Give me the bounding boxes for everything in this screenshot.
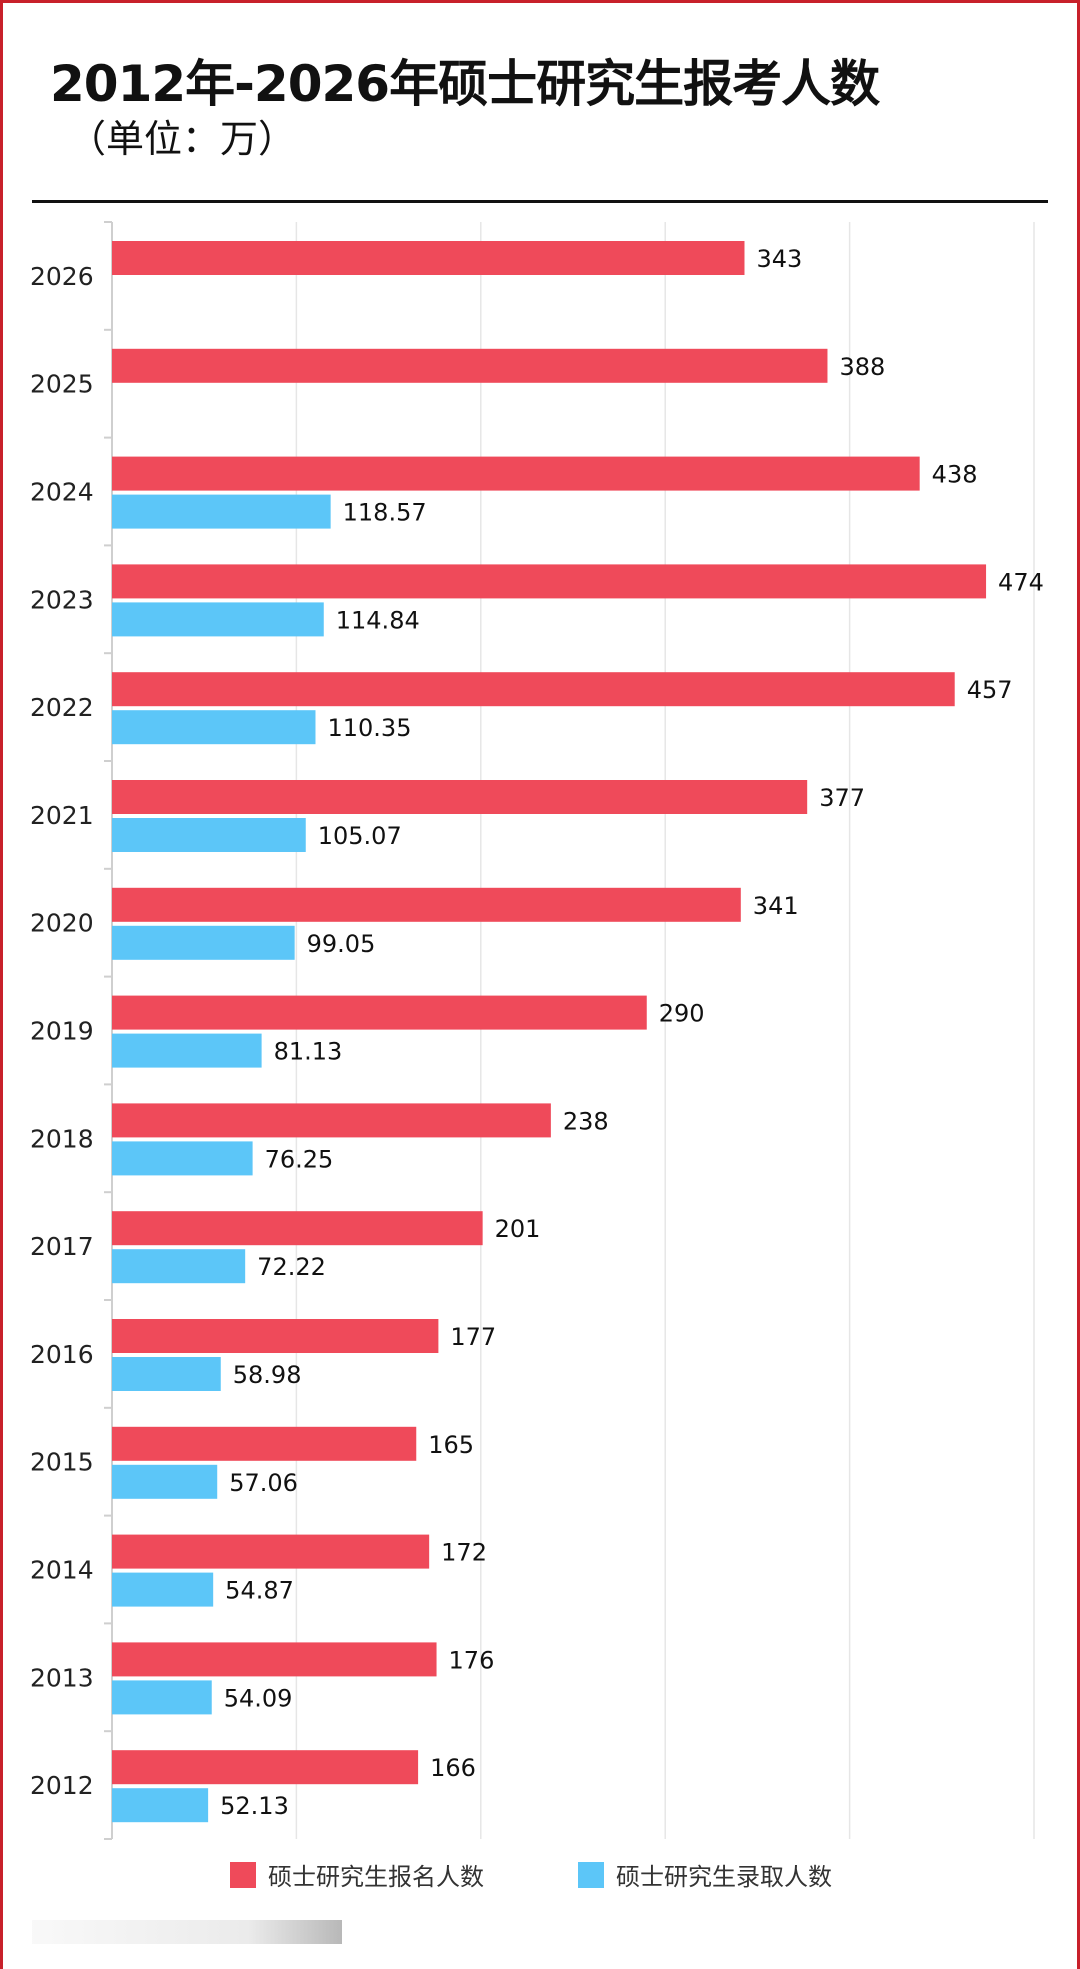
data-label: 99.05 [307,930,376,958]
y-tick-label: 2021 [30,801,94,830]
data-label: 176 [449,1646,495,1674]
bar-admitted [112,1572,214,1607]
data-label: 52.13 [220,1792,289,1820]
y-tick-label: 2015 [30,1448,94,1477]
bar-admitted [112,1680,212,1715]
legend-swatch-blue [578,1861,604,1888]
chart-subtitle: （单位：万） [68,117,297,161]
data-label: 54.09 [224,1684,293,1712]
data-label: 165 [428,1431,474,1459]
bar-applicants [112,456,920,491]
bar-admitted [112,1033,262,1068]
bar-admitted [112,1357,221,1391]
bar-applicants [112,1642,437,1677]
data-label: 118.57 [343,499,427,527]
y-tick-label: 2014 [30,1556,94,1585]
bar-admitted [112,602,324,637]
bar-admitted [112,818,306,852]
y-tick-label: 2022 [30,693,94,722]
bar-admitted [112,925,295,960]
data-label: 54.87 [225,1577,294,1605]
y-tick-label: 2013 [30,1663,94,1692]
legend-label: 硕士研究生录取人数 [616,1863,832,1891]
bar-admitted [112,1141,253,1176]
title-divider [32,200,1048,203]
data-label: 474 [998,568,1044,596]
data-label: 76.25 [265,1145,334,1173]
data-label: 72.22 [257,1253,326,1281]
data-label: 81.13 [274,1038,343,1066]
data-label: 114.84 [336,606,420,634]
bar-applicants [112,1211,483,1246]
bar-applicants [112,1534,430,1569]
legend-label: 硕士研究生报名人数 [268,1863,484,1891]
y-tick-label: 2016 [30,1340,94,1369]
bar-admitted [112,710,316,745]
data-label: 166 [430,1754,476,1782]
data-label: 377 [819,784,865,812]
data-label: 343 [756,245,802,273]
data-label: 201 [495,1215,541,1243]
y-tick-label: 2020 [30,909,94,938]
bar-applicants [112,887,741,922]
bar-admitted [112,1788,209,1823]
data-label: 172 [441,1539,487,1567]
data-label: 290 [659,1000,705,1028]
data-label: 58.98 [233,1361,302,1389]
bar-applicants [112,241,745,275]
bar-applicants [112,348,828,383]
bar-applicants [112,1750,419,1785]
bar-applicants [112,1319,439,1353]
bar-applicants [112,672,955,707]
bar-applicants [112,995,647,1030]
y-tick-label: 2019 [30,1017,94,1046]
data-label: 105.07 [318,822,402,850]
bar-applicants [112,1426,417,1461]
data-label: 388 [839,353,885,381]
bar-admitted [112,494,331,529]
legend-item-admitted: 硕士研究生录取人数 [578,1857,832,1892]
y-tick-label: 2024 [30,478,94,507]
data-label: 457 [967,676,1013,704]
data-label: 57.06 [229,1469,298,1497]
bar-applicants [112,780,808,814]
bar-applicants [112,564,987,599]
y-tick-label: 2018 [30,1124,94,1153]
y-tick-label: 2017 [30,1232,94,1261]
bar-admitted [112,1249,246,1284]
blurred-watermark [32,1920,342,1944]
y-tick-label: 2026 [30,262,94,291]
bar-admitted [112,1464,218,1499]
data-label: 438 [932,461,978,489]
legend-swatch-red [230,1861,256,1888]
y-tick-label: 2025 [30,370,94,399]
data-label: 341 [753,892,799,920]
data-label: 110.35 [327,714,411,742]
chart-title: 2012年-2026年硕士研究生报考人数 [50,55,880,113]
bar-applicants [112,1103,551,1138]
data-label: 177 [450,1323,496,1351]
data-label: 238 [563,1107,609,1135]
y-tick-label: 2012 [30,1771,94,1800]
legend-item-applicants: 硕士研究生报名人数 [230,1857,484,1892]
y-tick-label: 2023 [30,585,94,614]
